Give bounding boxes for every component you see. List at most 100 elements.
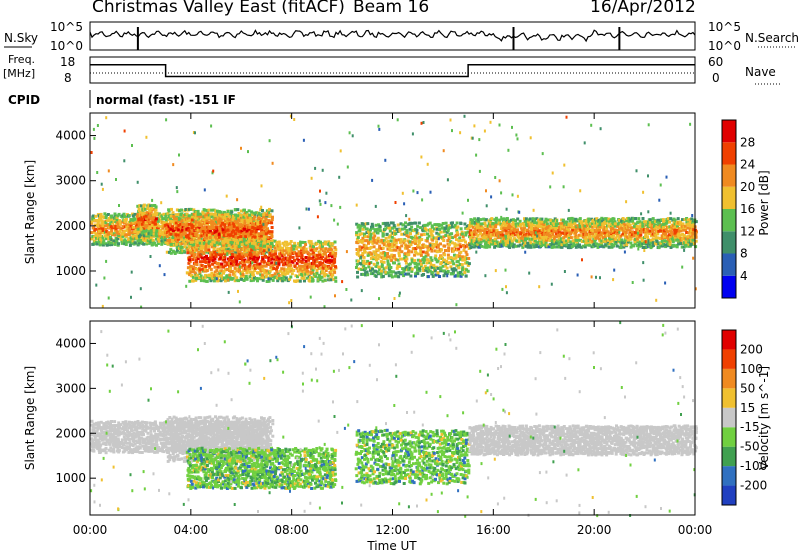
echo-cell: [481, 226, 485, 230]
echo-cell: [110, 231, 114, 235]
echo-cell: [461, 272, 464, 276]
echo-cell: [542, 237, 546, 241]
echo-cell: [455, 254, 459, 258]
echo-cell: [270, 226, 274, 229]
echo-cell: [435, 227, 439, 231]
echo-cell: [646, 224, 650, 228]
echo-cell: [205, 233, 209, 237]
echo-cell: [294, 280, 298, 283]
echo-cell: [463, 245, 467, 249]
echo-cell: [423, 223, 427, 227]
echo-cell: [118, 219, 122, 223]
echo-cell: [270, 209, 274, 213]
echo-cell: [425, 228, 429, 232]
echo-cell: [214, 209, 218, 213]
echo-cell: [375, 241, 379, 245]
echo-cell: [308, 246, 312, 250]
echo-cell: [221, 228, 225, 232]
echo-cell: [280, 267, 284, 271]
echo-cell: [694, 245, 698, 249]
echo-cell: [470, 239, 474, 243]
echo-cell: [263, 244, 266, 248]
echo-cell: [380, 275, 384, 279]
echo-cell: [205, 239, 209, 243]
echo-cell: [186, 218, 190, 222]
echo-cell: [248, 242, 252, 246]
echo-cell: [538, 229, 542, 233]
echo-cell: [477, 225, 481, 229]
echo-cell: [262, 260, 266, 264]
echo-cell: [267, 240, 270, 243]
echo-cell: [251, 253, 254, 257]
echo-cell: [552, 237, 556, 241]
echo-cell: [114, 216, 117, 220]
echo-cell: [356, 270, 359, 274]
echo-cell: [631, 281, 634, 284]
echo-cell: [511, 221, 515, 224]
echo-cell: [110, 243, 114, 247]
echo-cell: [239, 213, 243, 217]
echo-cell: [265, 269, 269, 273]
echo-cell: [397, 251, 401, 255]
echo-cell: [440, 255, 444, 259]
echo-cell: [681, 232, 685, 236]
echo-cell: [133, 234, 137, 238]
echo-cell: [300, 254, 304, 258]
echo-cell: [658, 226, 662, 230]
echo-cell: [431, 238, 435, 242]
echo-cell: [450, 271, 454, 275]
echo-cell: [382, 267, 386, 271]
echo-cell: [280, 271, 284, 275]
echo-cell: [394, 241, 398, 245]
echo-cell: [297, 264, 301, 268]
echo-cell: [397, 238, 401, 242]
echo-cell: [148, 209, 152, 213]
echo-cell: [264, 229, 268, 232]
echo-cell: [626, 240, 630, 244]
echo-cell: [104, 227, 107, 231]
echo-cell: [217, 213, 221, 217]
echo-cell: [283, 278, 287, 282]
echo-cell: [182, 249, 186, 253]
echo-cell: [152, 234, 156, 238]
echo-cell: [189, 270, 193, 274]
echo-cell: [198, 260, 202, 264]
echo-cell: [243, 222, 247, 226]
echo-cell: [474, 232, 478, 236]
echo-cell: [601, 236, 605, 240]
echo-cell: [136, 225, 140, 229]
echo-cell: [122, 231, 126, 235]
echo-cell: [624, 231, 628, 235]
echo-cell: [236, 254, 240, 258]
echo-cell: [235, 278, 239, 282]
echo-cell: [204, 275, 208, 279]
echo-cell: [108, 218, 112, 222]
echo-cell: [591, 232, 595, 236]
echo-cell: [171, 239, 174, 243]
echo-cell: [91, 214, 95, 218]
echo-cell: [525, 222, 529, 225]
echo-cell: [253, 223, 257, 227]
echo-cell: [323, 252, 327, 256]
echo-cell: [664, 245, 668, 249]
echo-cell: [290, 267, 294, 271]
echo-cell: [234, 235, 238, 239]
echo-cell: [180, 242, 184, 246]
echo-cell: [154, 231, 158, 235]
echo-cell: [665, 239, 669, 243]
echo-cell: [194, 220, 198, 224]
echo-cell: [529, 241, 533, 245]
echo-cell: [533, 221, 537, 224]
echo-cell: [568, 235, 572, 239]
echo-cell: [425, 239, 429, 243]
echo-cell: [518, 243, 522, 247]
echo-cell: [415, 265, 419, 268]
echo-cell: [691, 232, 695, 236]
echo-cell: [109, 235, 112, 239]
echo-cell: [288, 260, 292, 264]
echo-cell: [252, 211, 256, 215]
echo-cell: [235, 224, 239, 228]
echo-cell: [468, 221, 472, 225]
echo-cell: [304, 256, 308, 259]
